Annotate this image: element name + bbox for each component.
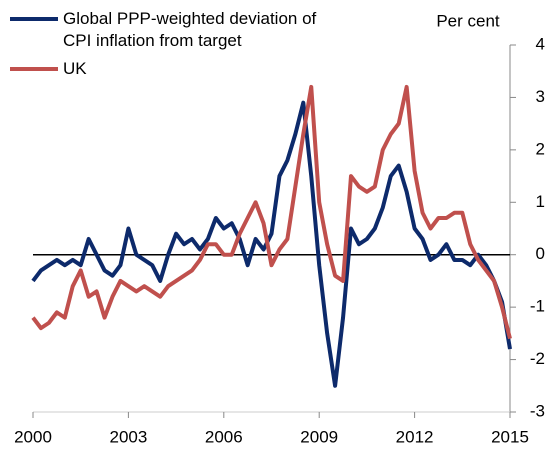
- y-tick-label: 0: [536, 244, 545, 263]
- y-tick-label: 4: [536, 34, 545, 53]
- legend-label: Global PPP-weighted deviation of CPI inf…: [63, 9, 317, 50]
- x-tick-label: 2009: [300, 427, 338, 446]
- y-label: Per cent: [436, 11, 500, 30]
- y-tick-label: -3: [530, 401, 545, 420]
- y-tick-label: -1: [530, 297, 545, 316]
- x-tick-label: 2006: [205, 427, 243, 446]
- y-tick-label: 2: [536, 139, 545, 158]
- series-line: [31, 84, 512, 340]
- legend-label: UK: [63, 59, 87, 78]
- x-tick-label: 2012: [396, 427, 434, 446]
- x-tick-label: 2015: [491, 427, 529, 446]
- series-line: [31, 100, 512, 388]
- x-tick-label: 2000: [14, 427, 52, 446]
- y-tick-label: 3: [536, 87, 545, 106]
- y-tick-label: 1: [536, 192, 545, 211]
- x-tick-label: 2003: [109, 427, 147, 446]
- y-tick-label: -2: [530, 349, 545, 368]
